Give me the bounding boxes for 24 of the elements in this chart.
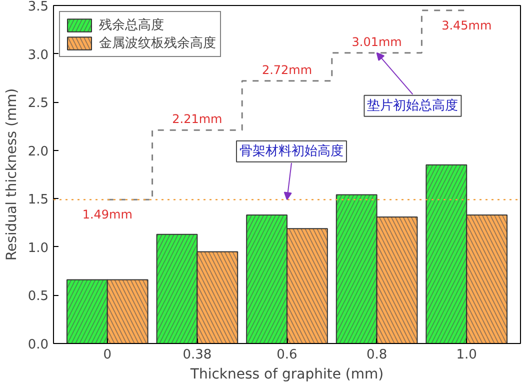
y-tick-label: 3.5 xyxy=(28,0,49,14)
y-axis-title: Residual thickness (mm) xyxy=(4,88,20,261)
y-tick-label: 2.5 xyxy=(28,96,49,112)
data-label: 3.45mm xyxy=(442,18,492,32)
x-tick-label: 0 xyxy=(103,348,112,362)
y-tick-label: 1.5 xyxy=(28,192,49,208)
y-tick-label: 2.0 xyxy=(28,144,49,160)
x-tick-label: 0.38 xyxy=(182,348,212,362)
x-tick-label: 0.6 xyxy=(276,348,298,362)
x-tick-label: 0.8 xyxy=(366,348,388,362)
annotation: 骨架材料初始高度 xyxy=(239,142,344,159)
x-axis-title: Thickness of graphite (mm) xyxy=(189,366,384,382)
legend-label: 金属波纹板残余高度 xyxy=(99,35,216,52)
data-label: 2.72mm xyxy=(262,62,312,77)
data-label: 3.01mm xyxy=(352,34,402,49)
y-tick-label: 0.0 xyxy=(28,338,49,352)
legend-label: 残余总高度 xyxy=(99,17,164,34)
data-label: 2.21mm xyxy=(172,112,222,126)
annotation: 垫片初始总高度 xyxy=(367,97,458,114)
data-label: 1.49mm xyxy=(82,208,132,222)
y-tick-label: 1.0 xyxy=(28,240,49,256)
y-tick-label: 0.5 xyxy=(28,289,49,304)
y-tick-label: 3.0 xyxy=(28,48,49,63)
x-tick-label: 1.0 xyxy=(456,348,477,362)
